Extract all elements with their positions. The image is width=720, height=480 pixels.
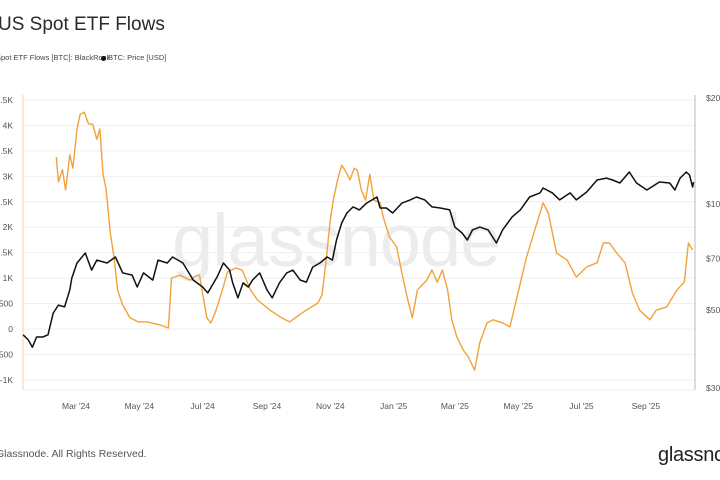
legend-item-flows[interactable]: Spot ETF Flows [BTC]: BlackRock xyxy=(0,53,110,62)
y-left-tick-label: 0 xyxy=(8,324,13,334)
x-tick-label: Mar '24 xyxy=(62,401,90,411)
y-left-tick-label: 1.5K xyxy=(0,248,13,258)
x-tick-label: Jul '24 xyxy=(190,401,215,411)
glassnode-logo: glassnode xyxy=(658,444,720,466)
y-right-tick-label: $50K xyxy=(706,305,720,315)
legend-label-flows: Spot ETF Flows [BTC]: BlackRock xyxy=(0,53,111,62)
x-tick-label: Jul '25 xyxy=(569,401,594,411)
y-right-tick-label: $100K xyxy=(706,199,720,209)
x-tick-label: Mar '25 xyxy=(441,401,469,411)
y-right-tick-label: $200K xyxy=(706,93,720,103)
y-left-tick-label: 3K xyxy=(3,171,14,181)
y-left-tick-label: 3.5K xyxy=(0,146,13,156)
y-left-tick-label: 4K xyxy=(3,120,14,130)
y-left-tick-label: 2K xyxy=(3,222,14,232)
y-right-tick-label: $70K xyxy=(706,254,720,264)
x-tick-label: Nov '24 xyxy=(316,401,345,411)
x-tick-label: Sep '24 xyxy=(253,401,282,411)
y-left-tick-label: 4.5K xyxy=(0,95,13,105)
legend-label-price: BTC: Price [USD] xyxy=(108,53,167,62)
legend-dot-icon xyxy=(101,55,106,61)
x-tick-label: Sep '25 xyxy=(632,401,661,411)
x-tick-label: May '24 xyxy=(125,401,155,411)
x-tick-label: May '25 xyxy=(503,401,533,411)
y-right-tick-label: $30K xyxy=(706,383,720,393)
y-left-tick-label: 2.5K xyxy=(0,197,13,207)
chart-title: US Spot ETF Flows xyxy=(0,14,165,35)
y-left-tick-label: -1K xyxy=(0,375,13,385)
copyright-text: Glassnode. All Rights Reserved. xyxy=(0,448,147,460)
flows-series-line xyxy=(55,111,694,371)
legend-item-price[interactable]: BTC: Price [USD] xyxy=(101,53,166,62)
y-left-tick-label: 1K xyxy=(3,273,14,283)
y-left-tick-label: -500 xyxy=(0,349,13,359)
x-tick-label: Jan '25 xyxy=(380,401,407,411)
price-series-line xyxy=(22,171,695,348)
y-left-tick-label: 500 xyxy=(0,299,13,309)
